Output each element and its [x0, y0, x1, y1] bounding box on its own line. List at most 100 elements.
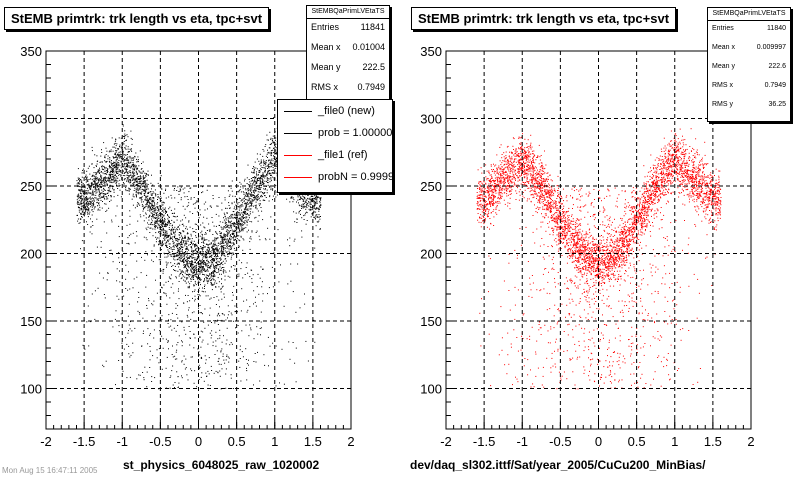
data-point — [187, 269, 189, 271]
data-point — [97, 198, 99, 200]
data-point — [111, 175, 113, 177]
data-point — [160, 224, 162, 226]
data-point — [219, 231, 221, 233]
data-point — [185, 367, 187, 369]
data-point — [144, 180, 146, 182]
data-point — [319, 200, 321, 202]
data-point — [104, 297, 106, 299]
data-point — [202, 313, 203, 315]
data-point — [188, 287, 190, 289]
data-point — [244, 202, 246, 204]
data-point — [174, 197, 176, 199]
data-point — [96, 163, 98, 165]
data-point — [258, 177, 260, 179]
data-point — [115, 151, 117, 153]
data-point — [141, 172, 143, 174]
data-point — [242, 191, 244, 193]
data-point — [84, 204, 86, 206]
data-point — [238, 209, 240, 211]
data-point — [113, 189, 115, 191]
data-point — [260, 159, 262, 161]
data-point — [79, 190, 81, 192]
data-point — [175, 229, 177, 231]
data-point — [232, 292, 233, 293]
data-point — [296, 218, 298, 220]
data-point — [246, 196, 248, 197]
data-point — [128, 165, 130, 167]
data-point — [246, 299, 248, 301]
data-point — [145, 196, 147, 198]
data-point — [231, 203, 233, 205]
data-point — [77, 206, 79, 208]
data-point — [100, 246, 102, 248]
data-point — [79, 186, 81, 188]
data-point — [204, 227, 206, 229]
data-point — [142, 372, 144, 373]
data-point — [110, 162, 112, 164]
data-point — [218, 261, 220, 263]
data-point — [186, 374, 188, 376]
data-point — [104, 155, 106, 157]
data-point — [149, 197, 151, 199]
data-point — [177, 239, 179, 241]
data-point — [113, 146, 115, 148]
data-point — [150, 212, 152, 214]
data-point — [114, 157, 116, 158]
data-point — [118, 360, 120, 361]
data-point — [196, 248, 198, 250]
data-point — [214, 265, 216, 266]
data-point — [260, 196, 262, 198]
data-point — [143, 185, 144, 187]
data-point — [232, 195, 234, 197]
data-point — [245, 207, 247, 208]
data-point — [152, 216, 154, 218]
data-point — [87, 180, 89, 182]
data-point — [278, 281, 280, 283]
data-point — [110, 178, 112, 180]
data-point — [205, 254, 207, 256]
data-point — [259, 180, 261, 182]
data-point — [274, 139, 276, 141]
data-point — [238, 275, 240, 277]
data-point — [265, 161, 267, 163]
data-point — [91, 150, 93, 152]
data-point — [238, 202, 240, 203]
data-point — [164, 220, 166, 222]
data-point — [127, 190, 129, 192]
data-point — [125, 190, 127, 192]
data-point — [103, 173, 105, 175]
data-point — [272, 163, 274, 165]
data-point — [222, 246, 224, 248]
data-point — [262, 293, 264, 295]
data-point — [191, 250, 193, 252]
data-point — [126, 180, 128, 182]
data-point — [269, 195, 271, 197]
data-point — [183, 225, 185, 227]
data-point — [226, 253, 228, 255]
data-point — [158, 223, 160, 225]
data-point — [136, 171, 137, 173]
data-point — [249, 237, 251, 239]
data-point — [315, 192, 317, 194]
data-point — [268, 170, 270, 172]
data-point — [103, 166, 105, 168]
data-point — [185, 270, 187, 272]
data-point — [208, 249, 210, 251]
data-point — [270, 155, 272, 157]
data-point — [215, 213, 217, 215]
data-point — [220, 288, 222, 290]
data-point — [122, 124, 124, 126]
data-point — [118, 151, 120, 153]
data-point — [231, 225, 233, 227]
data-point — [185, 228, 187, 230]
data-point — [163, 234, 165, 236]
data-point — [128, 345, 130, 347]
data-point — [144, 172, 146, 174]
data-point — [219, 335, 221, 337]
data-point — [262, 199, 264, 201]
data-point — [124, 163, 126, 165]
data-point — [157, 196, 159, 198]
data-point — [251, 192, 253, 193]
data-point — [166, 230, 168, 232]
data-point — [238, 247, 239, 248]
